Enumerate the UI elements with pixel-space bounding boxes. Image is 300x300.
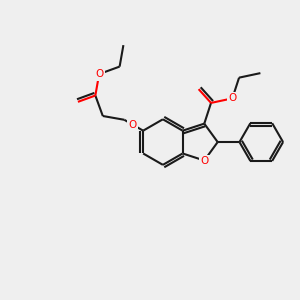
Text: O: O bbox=[228, 93, 236, 103]
Text: O: O bbox=[129, 120, 137, 130]
Text: O: O bbox=[200, 157, 208, 166]
Text: O: O bbox=[95, 69, 103, 79]
